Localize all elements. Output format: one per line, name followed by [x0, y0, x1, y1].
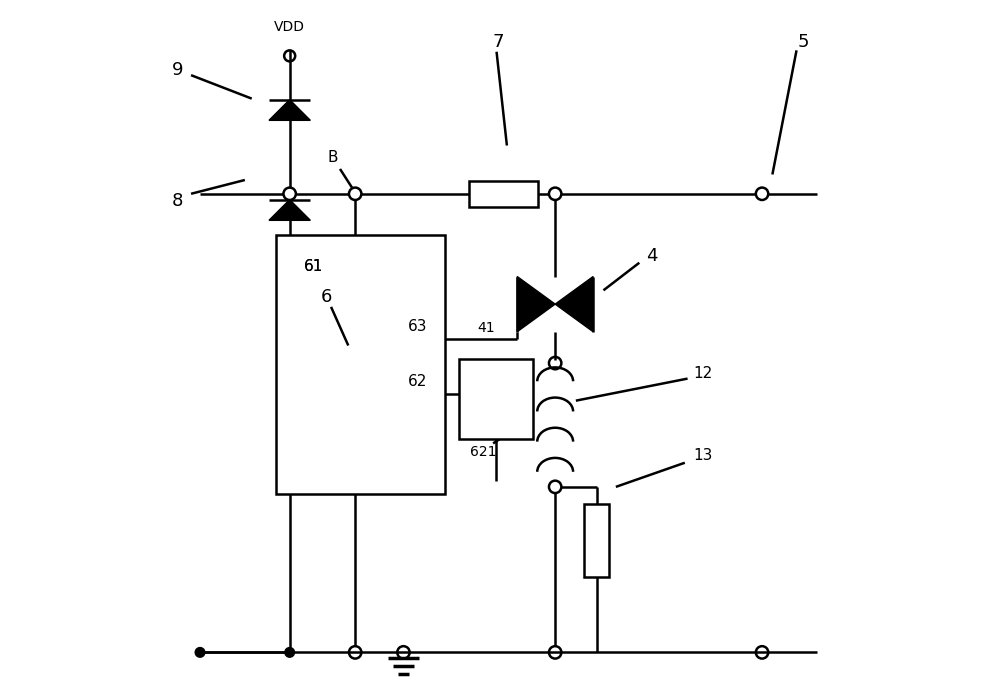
- Bar: [584, 504, 609, 576]
- Text: 6: 6: [321, 288, 332, 306]
- Text: 61: 61: [304, 258, 323, 274]
- Text: 8: 8: [172, 191, 183, 209]
- Bar: [469, 180, 538, 207]
- Text: B: B: [327, 150, 338, 165]
- Text: 62: 62: [408, 374, 427, 389]
- Circle shape: [195, 647, 205, 657]
- Text: 13: 13: [693, 448, 712, 464]
- Bar: [276, 235, 445, 494]
- Polygon shape: [555, 276, 593, 332]
- Text: 5: 5: [798, 33, 809, 51]
- Text: VDD: VDD: [274, 20, 305, 34]
- Polygon shape: [269, 200, 310, 220]
- Polygon shape: [517, 276, 555, 332]
- Text: 7: 7: [493, 33, 504, 51]
- Circle shape: [285, 647, 294, 657]
- Text: 63: 63: [407, 319, 427, 334]
- Bar: [459, 359, 533, 439]
- Polygon shape: [269, 100, 310, 120]
- Text: 61: 61: [304, 258, 323, 274]
- Text: 621: 621: [470, 446, 496, 460]
- Text: 4: 4: [646, 247, 657, 265]
- Text: 41: 41: [477, 321, 495, 335]
- Text: 12: 12: [693, 366, 712, 381]
- Text: 9: 9: [172, 61, 183, 79]
